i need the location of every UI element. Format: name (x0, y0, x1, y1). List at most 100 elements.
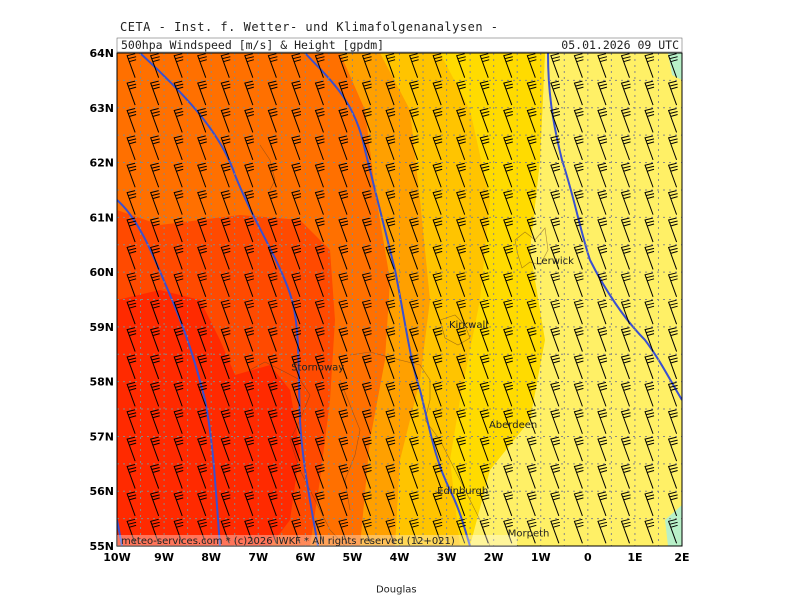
wind-barb (314, 327, 325, 352)
wind-barb (220, 162, 231, 188)
wind-barb (267, 107, 278, 133)
wind-barb (573, 217, 584, 243)
wind-barb (620, 464, 631, 489)
wind-barb (526, 354, 537, 380)
latitude-label: 56N (89, 485, 114, 498)
wind-barb (338, 491, 349, 517)
map-source-text: CETA - Inst. f. Wetter- und Klimafolgena… (120, 20, 499, 34)
wind-barb (479, 217, 490, 243)
wind-barb (338, 409, 349, 434)
wind-barb (291, 244, 302, 270)
wind-barb (479, 107, 490, 133)
wind-barb (644, 354, 655, 380)
wind-barb (644, 409, 655, 434)
wind-barb (456, 162, 466, 188)
wind-barb (456, 53, 466, 78)
wind-barb (338, 244, 349, 270)
wind-barb (267, 53, 278, 78)
wind-barb (503, 491, 513, 517)
wind-barb (197, 217, 207, 243)
wind-barb (573, 354, 584, 380)
wind-barb (644, 436, 655, 462)
wind-barb (126, 354, 137, 380)
wind-barb (220, 464, 231, 489)
wind-barb (456, 80, 466, 106)
map-title: 500hpa Windspeed [m/s] & Height [gpdm] (121, 38, 384, 52)
wind-barb (432, 464, 443, 489)
wind-barb (597, 381, 608, 407)
wind-barb (620, 491, 631, 517)
wind-barb (573, 162, 584, 188)
wind-barb (244, 190, 254, 215)
wind-barb (550, 217, 561, 243)
wind-barb (667, 518, 678, 544)
wind-barb (597, 409, 608, 434)
wind-barb (432, 107, 443, 133)
wind-barb (503, 518, 513, 544)
wind-barb (644, 190, 655, 215)
latitude-label: 63N (89, 102, 114, 115)
wind-barb (408, 162, 419, 188)
wind-barb (197, 491, 207, 517)
wind-barb (150, 162, 160, 188)
wind-barb (291, 354, 302, 380)
wind-barb (644, 244, 655, 270)
wind-barb (456, 464, 466, 489)
wind-barb (479, 299, 490, 325)
wind-barb (503, 190, 513, 215)
wind-barb (597, 299, 608, 325)
wind-barb (550, 518, 561, 544)
wind-barb (244, 381, 254, 407)
wind-barb (244, 464, 254, 489)
wind-barb (526, 327, 537, 352)
wind-barb (667, 53, 678, 78)
wind-barb (597, 217, 608, 243)
wind-barb (550, 409, 561, 434)
wind-barb (173, 107, 184, 133)
wind-barb (291, 381, 302, 407)
city-label: Stornoway (291, 363, 344, 374)
wind-barb (314, 80, 325, 106)
wind-barb (244, 436, 254, 462)
wind-barb (126, 244, 137, 270)
wind-barb (479, 409, 490, 434)
wind-barb (620, 244, 631, 270)
wind-barb (291, 162, 302, 188)
wind-barb (126, 491, 137, 517)
wind-barb (173, 354, 184, 380)
wind-barb (314, 53, 325, 78)
wind-barb (479, 436, 490, 462)
wind-barb (667, 190, 678, 215)
city-label: Aberdeen (489, 420, 537, 431)
wind-barb (197, 272, 207, 297)
wind-barb (573, 409, 584, 434)
wind-barb (620, 80, 631, 106)
wind-barb (644, 107, 655, 133)
wind-barb (197, 327, 207, 352)
wind-barb (361, 190, 372, 215)
wind-barb (150, 409, 160, 434)
wind-barb (385, 491, 396, 517)
wind-barb (173, 162, 184, 188)
city-label: Lerwick (536, 256, 574, 267)
wind-barb (314, 436, 325, 462)
wind-barb (126, 436, 137, 462)
wind-barb (361, 354, 372, 380)
wind-barb (220, 299, 231, 325)
longitude-label: 10W (103, 551, 130, 564)
wind-barb (220, 107, 231, 133)
wind-barb (620, 381, 631, 407)
wind-barb (620, 299, 631, 325)
wind-barb (620, 190, 631, 215)
latitude-label: 57N (89, 430, 114, 443)
wind-barb (432, 436, 443, 462)
wind-barb (197, 518, 207, 544)
wind-barb (385, 53, 396, 78)
wind-barb (456, 190, 466, 215)
wind-barb (432, 409, 443, 434)
wind-barb (432, 135, 443, 161)
wind-barb (644, 162, 655, 188)
wind-barb (597, 464, 608, 489)
wind-barb (173, 381, 184, 407)
wind-barb (291, 436, 302, 462)
